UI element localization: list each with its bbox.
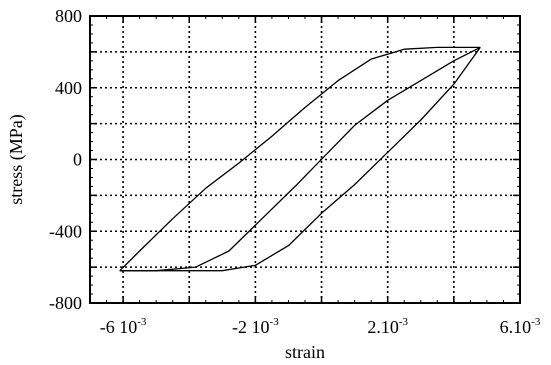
y-tick-labels: 800 400 0 -400 -800 — [49, 6, 82, 313]
y-axis-title: stress (MPa) — [6, 114, 27, 205]
hysteresis-curve-1 — [119, 46, 481, 272]
hysteresis-curve-2 — [119, 46, 481, 272]
x-tick-label: -2 10-3 — [232, 316, 279, 337]
grid — [90, 16, 520, 303]
x-tick-label: -6 10-3 — [100, 316, 147, 337]
hysteresis-curve-3 — [119, 47, 481, 272]
y-tick-label: 400 — [55, 78, 82, 98]
x-axis-title: strain — [285, 342, 325, 362]
x-tick-labels: -6 10-3 -2 10-3 2.10-3 6.10-3 — [100, 316, 541, 337]
y-tick-label: 800 — [55, 6, 82, 26]
y-tick-label: 0 — [73, 150, 82, 170]
x-tick-label: 2.10-3 — [367, 316, 408, 337]
y-tick-label: -400 — [49, 221, 82, 241]
x-tick-label: 6.10-3 — [500, 316, 541, 337]
tick-marks — [89, 15, 521, 304]
plot-lines — [119, 46, 481, 272]
y-tick-label: -800 — [49, 293, 82, 313]
